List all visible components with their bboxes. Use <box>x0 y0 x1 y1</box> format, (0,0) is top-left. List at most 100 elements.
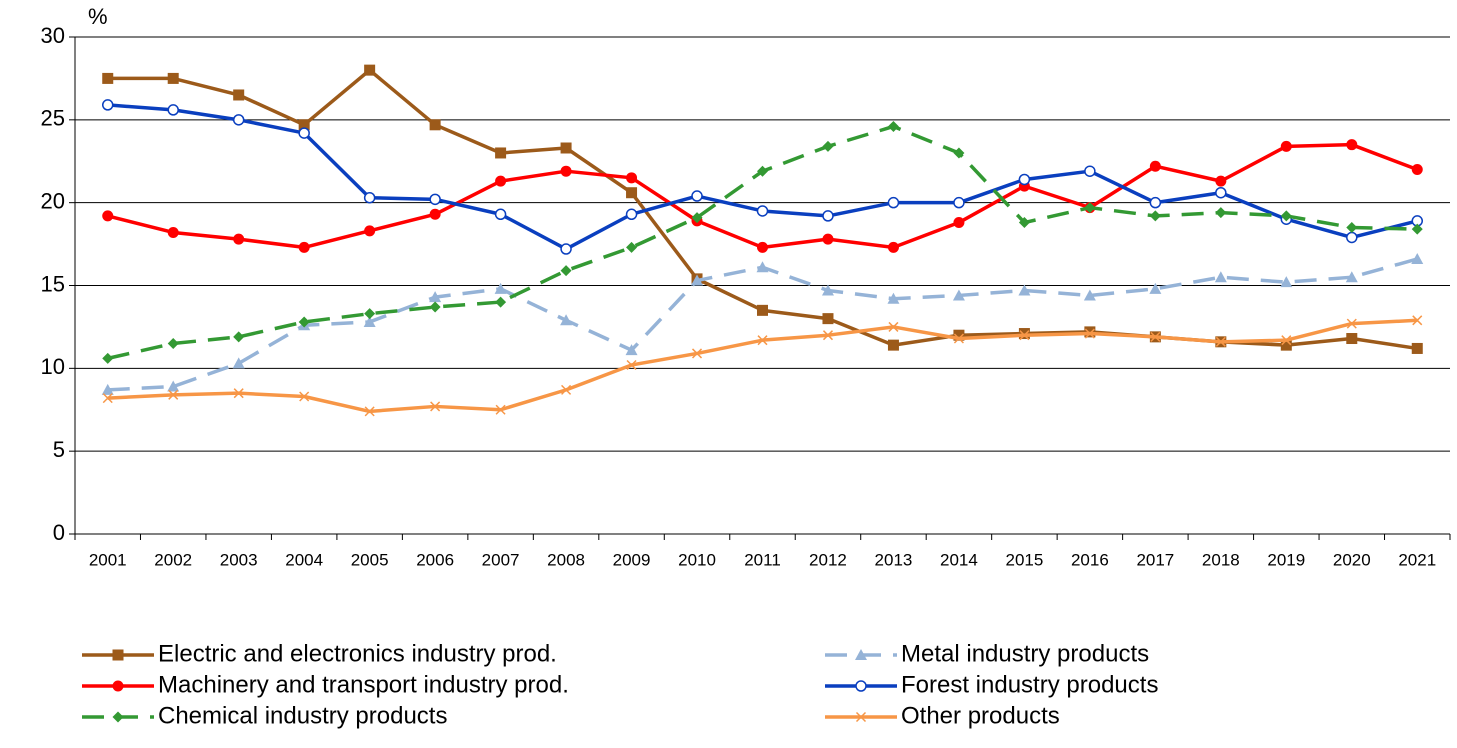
marker <box>233 388 244 399</box>
x-tick-label: 2005 <box>351 550 389 569</box>
y-tick-label: 30 <box>41 23 65 48</box>
legend-entry: Forest industry products <box>825 671 1158 698</box>
y-tick-label: 15 <box>41 271 65 296</box>
marker <box>822 313 834 325</box>
legend-entry: Other products <box>825 702 1060 729</box>
marker <box>167 72 179 84</box>
y-unit-label: % <box>88 4 108 29</box>
marker <box>855 649 867 660</box>
legend-label: Other products <box>901 702 1060 729</box>
marker <box>691 190 703 202</box>
marker <box>364 64 376 76</box>
legend-entry: Electric and electronics industry prod. <box>82 640 557 667</box>
marker <box>298 119 310 131</box>
marker <box>1018 217 1030 229</box>
marker <box>757 335 768 346</box>
marker <box>887 196 900 209</box>
legend-label: Electric and electronics industry prod. <box>158 640 557 667</box>
marker <box>1019 330 1030 341</box>
marker <box>1018 173 1031 186</box>
x-tick-label: 2021 <box>1398 550 1436 569</box>
marker <box>232 357 245 369</box>
marker <box>822 233 834 245</box>
x-tick-label: 2017 <box>1136 550 1174 569</box>
marker <box>1280 140 1292 152</box>
marker <box>298 316 310 328</box>
marker <box>1346 222 1358 234</box>
marker <box>1412 315 1423 326</box>
marker <box>888 321 899 332</box>
marker <box>1149 282 1162 294</box>
x-tick-label: 2011 <box>744 550 781 569</box>
marker <box>101 99 114 111</box>
legend-label: Chemical industry products <box>158 702 447 729</box>
x-tick-label: 2001 <box>89 550 127 569</box>
marker <box>626 187 638 199</box>
marker <box>1083 289 1096 301</box>
marker <box>953 217 965 229</box>
x-tick-label: 2014 <box>940 550 978 569</box>
marker <box>887 120 899 132</box>
legend-entry: Chemical industry products <box>82 702 447 729</box>
legend-label: Forest industry products <box>901 671 1158 698</box>
marker <box>757 304 768 316</box>
marker <box>1280 276 1293 288</box>
marker <box>1149 210 1161 222</box>
x-tick-label: 2010 <box>678 550 716 569</box>
marker <box>1018 284 1031 296</box>
marker <box>363 191 376 204</box>
x-tick-label: 2012 <box>809 550 847 569</box>
y-tick-label: 25 <box>41 106 65 131</box>
marker <box>822 210 834 222</box>
marker <box>561 384 572 395</box>
marker <box>560 314 573 326</box>
marker <box>102 210 114 222</box>
marker <box>1280 339 1292 351</box>
marker <box>429 119 441 131</box>
marker <box>887 339 899 351</box>
marker <box>1149 160 1161 172</box>
marker <box>1084 165 1096 177</box>
marker <box>1215 186 1227 199</box>
marker <box>233 89 245 101</box>
y-tick-label: 5 <box>53 437 65 462</box>
marker <box>626 359 637 371</box>
marker <box>1411 164 1423 176</box>
y-tick-label: 10 <box>41 354 65 379</box>
x-tick-label: 2007 <box>482 550 520 569</box>
marker <box>1346 318 1357 329</box>
marker <box>822 330 834 341</box>
marker <box>494 282 507 294</box>
marker <box>756 205 769 217</box>
marker <box>757 241 768 253</box>
marker <box>1280 210 1292 222</box>
marker <box>887 241 899 253</box>
marker <box>855 711 867 723</box>
marker <box>298 241 310 253</box>
marker <box>1346 139 1358 151</box>
marker <box>953 329 965 341</box>
marker <box>1084 328 1095 339</box>
marker <box>822 140 834 152</box>
marker <box>1411 342 1423 354</box>
marker <box>364 406 375 417</box>
marker <box>625 208 638 221</box>
x-tick-label: 2004 <box>285 550 323 569</box>
marker <box>1215 175 1227 187</box>
marker <box>363 315 376 327</box>
marker <box>364 308 376 320</box>
marker <box>691 348 703 359</box>
marker <box>691 212 703 224</box>
marker <box>560 142 572 154</box>
x-tick-label: 2006 <box>416 550 454 569</box>
marker <box>429 291 442 303</box>
marker <box>102 393 113 404</box>
marker <box>560 265 572 277</box>
x-tick-label: 2003 <box>220 550 258 569</box>
marker <box>1150 331 1161 342</box>
marker <box>625 344 638 356</box>
marker <box>691 274 704 286</box>
marker <box>495 175 507 187</box>
x-tick-label: 2009 <box>613 550 651 569</box>
